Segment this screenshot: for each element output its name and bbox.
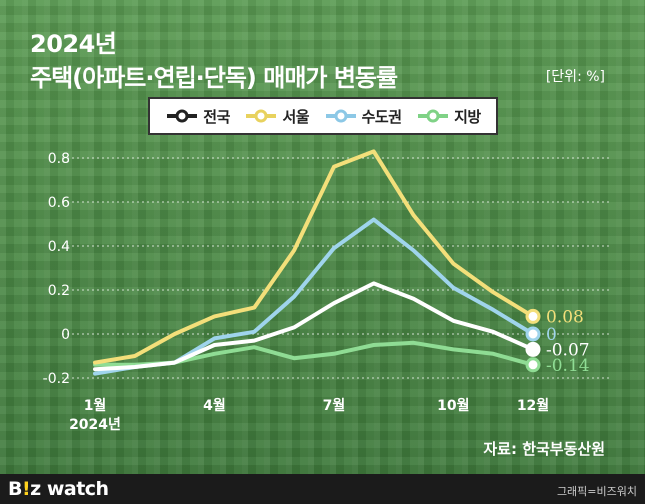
line-chart: 0.80.60.40.20-0.21월 4월 7월 10월 12월2024년-0.070… [43,149,610,433]
logo-highlight: ! [21,478,31,500]
x-tick-label: 1월 [84,397,107,414]
background-photo [0,0,645,474]
y-tick-label: 0.6 [48,195,70,211]
y-tick-label: 0.2 [48,283,70,299]
legend-label-regional: 지방 [454,107,481,126]
unit-label: [단위: %] [545,69,605,85]
graphic-credit: 그래픽=비즈워치 [556,485,637,498]
bizwatch-logo: B!z watch [8,478,109,500]
x-tick-label: 7월 [323,397,346,414]
y-tick-label: 0 [61,327,70,343]
legend-item-capital: 수도권 [324,106,402,127]
end-label-regional: -0.14 [546,356,590,376]
footer-bar: B!z watch 그래픽=비즈워치 [0,474,645,504]
x-tick-label: 4월 [203,397,226,414]
chart-legend: 전국 서울 수도권 지방 [148,97,498,135]
end-marker-regional [525,357,541,373]
y-tick-label: -0.2 [43,371,70,387]
legend-item-national: 전국 [165,106,230,127]
y-tick-label: 0.8 [48,151,70,167]
end-label-seoul: 0.08 [546,307,584,327]
end-marker-capital [525,326,541,342]
legend-item-seoul: 서울 [244,106,310,127]
legend-marker-national [167,109,198,123]
chart-title: 주택(아파트·연립·단독) 매매가 변동률 [30,64,398,92]
logo-suffix: z watch [30,478,109,500]
legend-label-seoul: 서울 [282,107,310,126]
y-tick-label: 0.4 [48,239,70,255]
chart-year-title: 2024년 [30,30,117,58]
legend-marker-regional [418,109,449,123]
logo-prefix: B [8,478,22,500]
end-marker-national [525,341,541,357]
source-label: 자료: 한국부동산원 [483,440,605,458]
x-tick-label: 12월 [517,397,549,414]
legend-label-national: 전국 [203,107,230,126]
legend-label-capital: 수도권 [361,107,402,126]
legend-marker-capital [325,109,356,123]
end-label-national: -0.07 [546,340,590,360]
series-line-seoul [93,149,535,365]
legend-marker-seoul [246,109,277,123]
x-tick-label: 10월 [437,397,469,414]
series-line-national [93,281,535,372]
end-marker-seoul [525,308,541,324]
end-label-capital: 0 [546,325,557,345]
legend-item-regional: 지방 [416,106,481,127]
x-tick-sublabel: 2024년 [69,417,121,433]
series-line-regional [93,340,535,367]
